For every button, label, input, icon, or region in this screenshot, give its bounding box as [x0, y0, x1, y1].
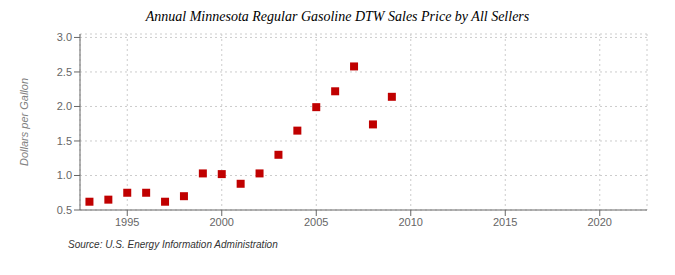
svg-text:2.5: 2.5: [57, 66, 72, 78]
svg-text:2010: 2010: [399, 216, 423, 228]
html-text:Annual Minnesota Regular Gasol: Annual Minnesota Regular Gasoline DTW Sa…: [145, 9, 530, 24]
html-text:Source: U.S. Energy Informatio: Source: U.S. Energy Information Administ…: [68, 239, 278, 250]
svg-text:Dollars per Gallon: Dollars per Gallon: [18, 78, 30, 166]
svg-text:1995: 1995: [115, 216, 139, 228]
svg-text:3.0: 3.0: [57, 31, 72, 43]
svg-text:1.5: 1.5: [57, 135, 72, 147]
svg-text:2015: 2015: [493, 216, 517, 228]
svg-text:2000: 2000: [210, 216, 234, 228]
svg-text:0.5: 0.5: [57, 204, 72, 216]
svg-text:1.0: 1.0: [57, 169, 72, 181]
svg-text:2020: 2020: [588, 216, 612, 228]
svg-text:2005: 2005: [304, 216, 328, 228]
svg-text:2.0: 2.0: [57, 100, 72, 112]
